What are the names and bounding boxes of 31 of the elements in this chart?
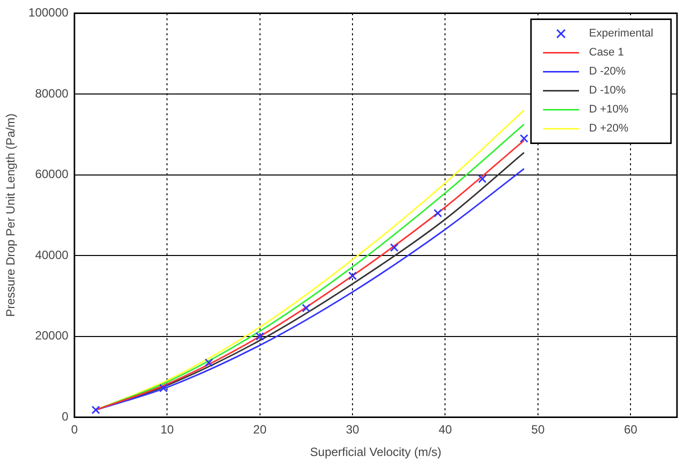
- point: [434, 208, 442, 218]
- y-tick-label: 20000: [35, 328, 69, 343]
- y-tick-label: 100000: [28, 6, 69, 20]
- x-tick-label: 30: [346, 422, 360, 437]
- point: [159, 384, 168, 392]
- x-tick-label: 40: [438, 422, 452, 437]
- x-tick-label: 60: [624, 422, 638, 437]
- y-tick-label: 0: [62, 410, 69, 424]
- legend-label: D -10%: [589, 84, 626, 97]
- y-tick-label: 60000: [35, 167, 69, 182]
- y-axis-title: Pressure Drop Per Unit Length (Pa/m): [4, 113, 18, 317]
- y-tick-label: 40000: [35, 248, 69, 262]
- legend-label: Experimental: [589, 28, 654, 40]
- point: [91, 406, 100, 414]
- point: [256, 332, 264, 341]
- legend-label: D +10%: [589, 104, 629, 116]
- legend-label: D -20%: [589, 66, 626, 78]
- point: [390, 243, 399, 252]
- y-tick-label: 80000: [35, 86, 69, 100]
- legend-label: Case 1: [589, 46, 624, 59]
- x-tick-label: 10: [160, 422, 174, 437]
- point: [520, 134, 528, 143]
- x-tick-label: 20: [253, 422, 267, 437]
- point: [478, 174, 487, 184]
- point: [204, 358, 214, 367]
- x-tick-label: 0: [71, 422, 78, 437]
- legend-label: D +20%: [589, 122, 629, 135]
- x-tick-label: 50: [531, 422, 545, 437]
- point: [302, 304, 310, 312]
- point: [348, 272, 357, 280]
- x-axis-title: Superficial Velocity (m/s): [310, 445, 442, 460]
